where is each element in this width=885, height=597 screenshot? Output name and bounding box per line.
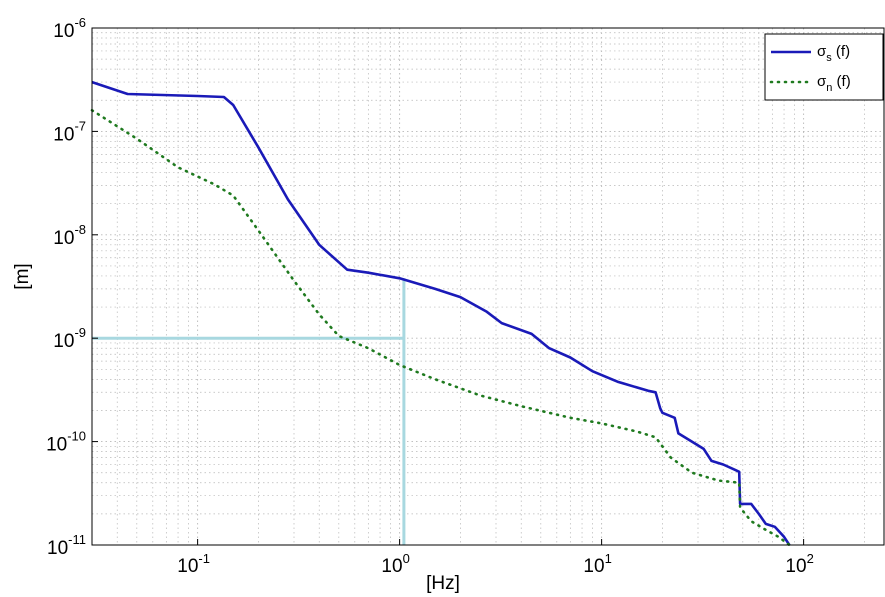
y-tick-label: 10-9	[53, 325, 86, 352]
reference-lines	[92, 278, 406, 545]
series-line-sigma-n	[90, 109, 791, 547]
x-axis-label: [Hz]	[426, 573, 460, 594]
legend-box	[764, 33, 884, 101]
y-tick-label: 10-11	[47, 532, 86, 559]
legend-label: σs (f)	[817, 43, 850, 64]
x-tick-label: 101	[583, 551, 611, 577]
y-tick-label: 10-7	[53, 118, 86, 145]
data-series	[90, 80, 791, 547]
y-tick-label: 10-10	[46, 429, 86, 456]
y-tick-label: 10-8	[53, 222, 86, 249]
x-tick-label: 100	[381, 551, 409, 577]
legend: σs (f) σn (f)	[764, 33, 884, 101]
x-tick-labels: 10-1 100 101 102	[177, 539, 814, 577]
x-tick-label: 10-1	[177, 551, 210, 577]
grid-lines	[91, 27, 884, 546]
x-tick-label: 102	[785, 551, 813, 577]
y-tick-label: 10-6	[53, 15, 86, 42]
legend-label: σn (f)	[817, 73, 851, 94]
y-axis-label: [m]	[12, 263, 33, 289]
plot-frame	[91, 27, 885, 546]
series-line-sigma-s	[91, 80, 791, 546]
y-tick-labels: 10-6 10-7 10-8 10-9 10-10 10-11	[46, 15, 98, 559]
